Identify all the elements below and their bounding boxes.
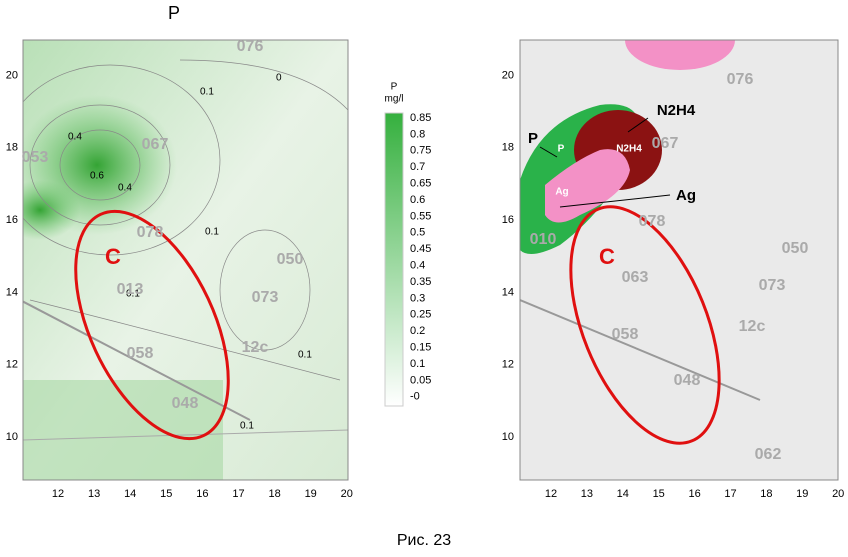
callout: Ag	[676, 187, 696, 204]
well-label: 053	[22, 149, 49, 166]
y-tick-label: 16	[6, 214, 18, 226]
callout: N2H4	[657, 102, 696, 119]
x-tick-label: 12	[545, 488, 557, 500]
y-tick-label: 18	[6, 142, 18, 154]
x-tick-label: 14	[124, 488, 136, 500]
contour-label: 0.1	[126, 289, 140, 300]
well-label: 010	[530, 231, 557, 248]
well-label: 050	[277, 251, 304, 268]
x-tick-label: 16	[688, 488, 700, 500]
colorbar-label: 0.7	[410, 161, 425, 173]
contour-label: 0.4	[68, 132, 82, 143]
x-tick-label: 16	[196, 488, 208, 500]
well-label: 078	[639, 213, 666, 230]
well-label: 12c	[739, 318, 766, 335]
colorbar-label: 0.65	[410, 178, 431, 190]
well-label: 078	[137, 224, 164, 241]
contour-label: 0.1	[298, 350, 312, 361]
colorbar-label: 0.55	[410, 210, 431, 222]
well-label: 073	[252, 289, 279, 306]
well-label: 013	[117, 281, 144, 298]
well-label: 076	[237, 38, 264, 55]
y-tick-label: 16	[502, 214, 514, 226]
zone-label: C	[599, 244, 615, 269]
colorbar-label: 0.8	[410, 128, 425, 140]
well-label: 073	[759, 277, 786, 294]
left-title: P	[168, 3, 180, 23]
well-label: 063	[622, 269, 649, 286]
well-label: 076	[727, 71, 754, 88]
x-tick-label: 14	[617, 488, 629, 500]
caption: Рис. 23	[397, 532, 451, 549]
colorbar-label: 0.1	[410, 358, 425, 370]
colorbar-label: 0.4	[410, 260, 425, 272]
left-map	[23, 40, 348, 480]
x-tick-label: 15	[653, 488, 665, 500]
x-tick-label: 15	[160, 488, 172, 500]
colorbar-label: 0.45	[410, 243, 431, 255]
well-label: 048	[172, 395, 199, 412]
x-tick-label: 20	[832, 488, 844, 500]
blob-label: Ag	[555, 187, 568, 198]
contour-label: 0.1	[200, 87, 214, 98]
well-label: 067	[652, 135, 679, 152]
contour-label: 0.1	[205, 227, 219, 238]
right-map	[520, 40, 838, 480]
x-tick-label: 19	[305, 488, 317, 500]
x-tick-label: 20	[341, 488, 353, 500]
x-tick-label: 18	[760, 488, 772, 500]
y-tick-label: 12	[502, 359, 514, 371]
well-label: 050	[782, 240, 809, 257]
well-label: 12c	[242, 339, 269, 356]
x-tick-label: 18	[268, 488, 280, 500]
y-tick-label: 20	[502, 69, 514, 81]
y-tick-label: 10	[502, 431, 514, 443]
y-tick-label: 18	[502, 142, 514, 154]
well-label: 067	[142, 136, 169, 153]
colorbar-unit: mg/l	[385, 94, 404, 105]
contour-label: 0.1	[240, 421, 254, 432]
zone-label: C	[105, 244, 121, 269]
blob-label: N2H4	[616, 144, 642, 155]
colorbar-label: 0.85	[410, 112, 431, 124]
colorbar-label: 0.25	[410, 309, 431, 321]
contour-label: 0.6	[90, 171, 104, 182]
x-tick-label: 17	[232, 488, 244, 500]
colorbar-label: 0.05	[410, 374, 431, 386]
colorbar-label: 0.15	[410, 342, 431, 354]
y-tick-label: 12	[6, 359, 18, 371]
contour-label: 0	[276, 73, 282, 84]
y-tick-label: 14	[502, 286, 514, 298]
colorbar-label: 0.6	[410, 194, 425, 206]
x-tick-label: 13	[88, 488, 100, 500]
colorbar-title: P	[391, 82, 398, 93]
x-tick-label: 13	[581, 488, 593, 500]
colorbar-label: 0.2	[410, 325, 425, 337]
x-tick-label: 12	[52, 488, 64, 500]
colorbar-label: 0.3	[410, 292, 425, 304]
colorbar	[384, 112, 404, 407]
y-tick-label: 14	[6, 286, 18, 298]
well-label: 048	[674, 372, 701, 389]
contour-label: 0.4	[118, 183, 132, 194]
well-label: 058	[127, 345, 154, 362]
colorbar-label: -0	[410, 391, 420, 403]
well-label: 062	[755, 446, 782, 463]
blob-label: P	[558, 144, 565, 155]
y-tick-label: 10	[6, 431, 18, 443]
x-tick-label: 19	[796, 488, 808, 500]
colorbar-label: 0.35	[410, 276, 431, 288]
callout: P	[528, 130, 538, 147]
x-tick-label: 17	[724, 488, 736, 500]
colorbar-label: 0.75	[410, 145, 431, 157]
y-tick-label: 20	[6, 69, 18, 81]
colorbar-label: 0.5	[410, 227, 425, 239]
well-label: 058	[612, 326, 639, 343]
